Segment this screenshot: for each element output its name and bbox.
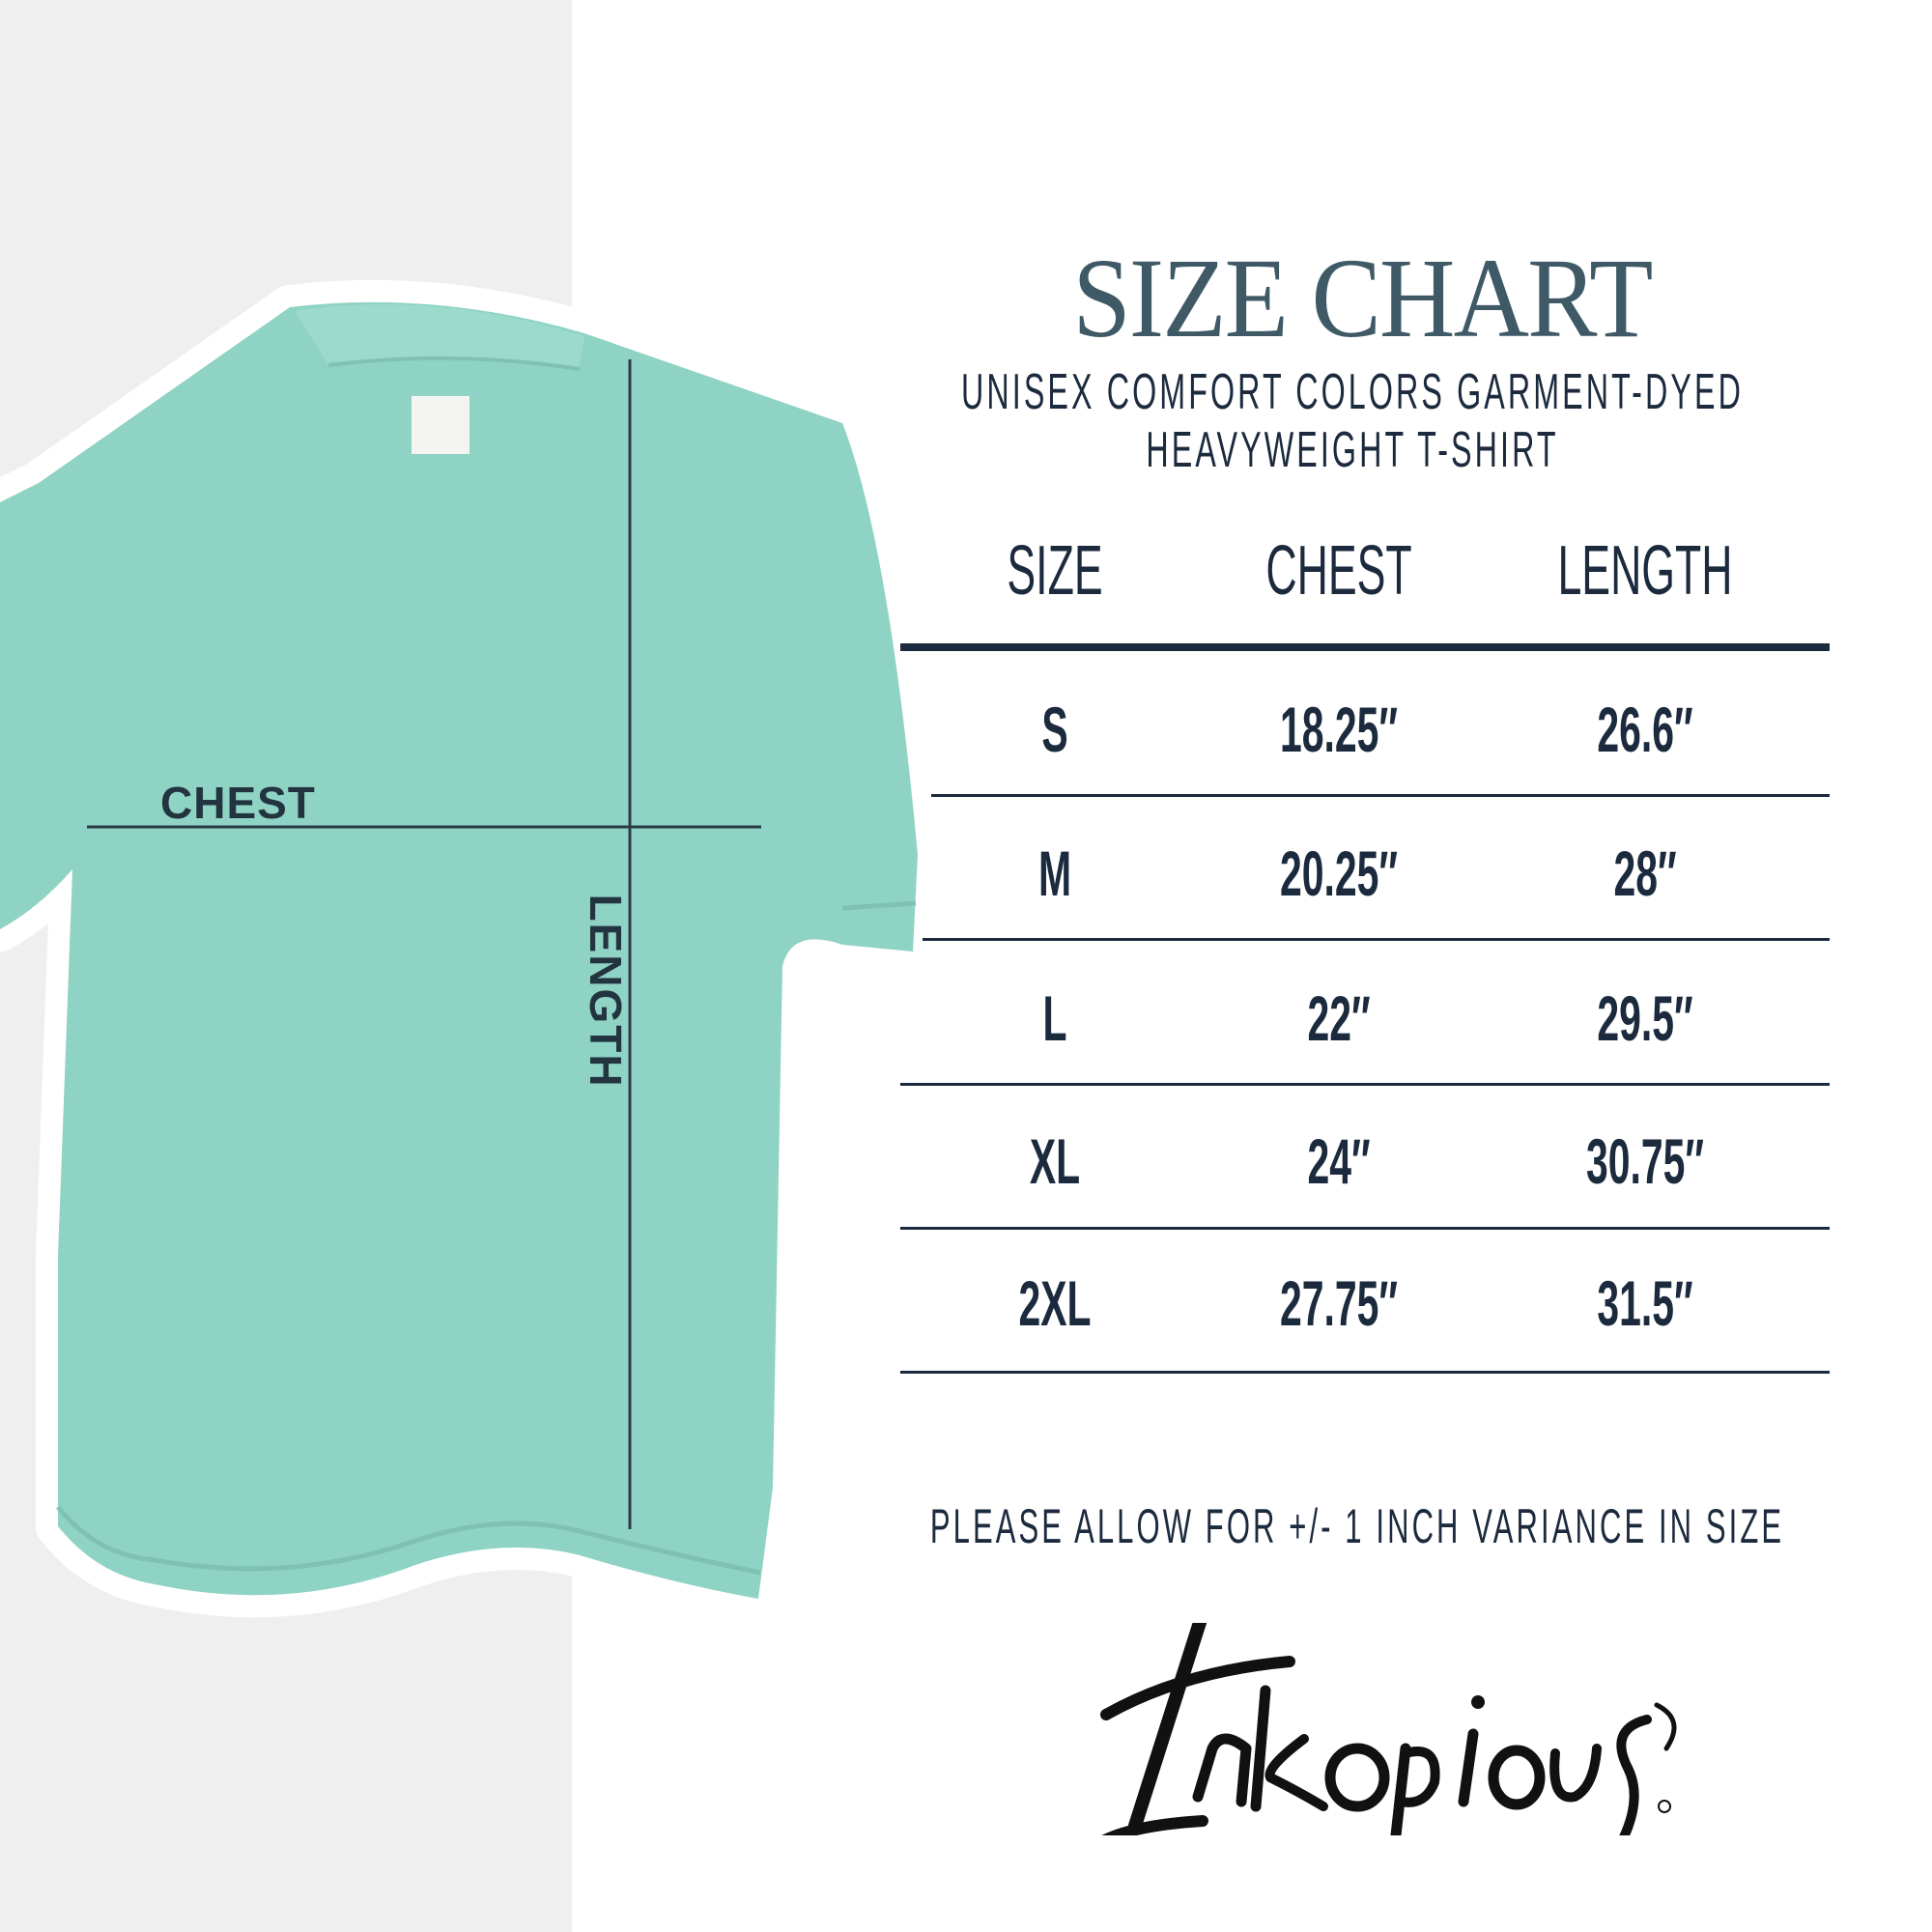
- variance-note: PLEASE ALLOW FOR +/- 1 INCH VARIANCE IN …: [929, 1499, 1785, 1553]
- cell-size: 2XL: [1018, 1267, 1092, 1339]
- length-label: LENGTH: [581, 894, 631, 1089]
- cell-size: XL: [1029, 1125, 1081, 1197]
- header-divider: [900, 643, 1830, 651]
- column-header-size: SIZE: [1007, 532, 1103, 610]
- row-divider: [900, 1227, 1830, 1230]
- cell-chest: 20.25″: [1279, 838, 1399, 909]
- cell-size: L: [1042, 982, 1067, 1054]
- hem-band: [56, 1505, 761, 1576]
- cell-length: 26.6″: [1597, 694, 1693, 765]
- column-header-chest: CHEST: [1265, 532, 1412, 610]
- sleeve-cuff: [841, 900, 917, 911]
- subtitle-line-2: HEAVYWEIGHT T-SHIRT: [1146, 422, 1559, 478]
- tshirt-shape: [0, 279, 940, 1621]
- row-divider: [900, 1371, 1830, 1374]
- subtitle-line-1: UNISEX COMFORT COLORS GARMENT-DYED: [961, 364, 1744, 420]
- row-divider: [923, 938, 1830, 941]
- cell-size: S: [1041, 694, 1068, 765]
- cell-chest: 27.75″: [1279, 1267, 1399, 1339]
- cell-chest: 18.25″: [1279, 694, 1399, 765]
- cell-length: 30.75″: [1585, 1125, 1705, 1197]
- row-divider: [931, 794, 1830, 797]
- cell-chest: 22″: [1307, 982, 1371, 1054]
- page-title: SIZE CHART: [1072, 235, 1653, 361]
- cell-size: M: [1037, 838, 1072, 909]
- neckline: [327, 355, 581, 371]
- cell-length: 28″: [1613, 838, 1677, 909]
- inkopious-logo: [1100, 1623, 1677, 1835]
- neck-tag: [412, 396, 469, 454]
- chest-label: CHEST: [160, 778, 316, 828]
- cell-length: 31.5″: [1597, 1267, 1693, 1339]
- cell-chest: 24″: [1307, 1125, 1371, 1197]
- collar: [295, 304, 584, 367]
- row-divider: [900, 1083, 1830, 1086]
- cell-length: 29.5″: [1597, 982, 1693, 1054]
- column-header-length: LENGTH: [1557, 532, 1733, 610]
